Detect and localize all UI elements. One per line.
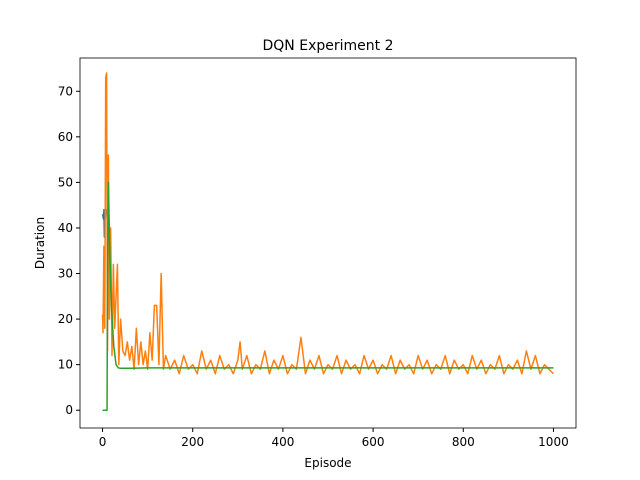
x-tick-label: 0 (99, 435, 107, 449)
y-tick-label: 70 (58, 84, 73, 98)
chart-title: DQN Experiment 2 (263, 38, 394, 54)
plot-frame (79, 57, 577, 429)
x-tick-label: 800 (452, 435, 475, 449)
y-tick-label: 40 (58, 221, 73, 235)
y-tick-label: 60 (58, 130, 73, 144)
y-tick-label: 50 (58, 175, 73, 189)
y-axis-label: Duration (33, 217, 47, 269)
y-tick-label: 0 (65, 403, 73, 417)
series-line (101, 72, 554, 375)
x-axis-label: Episode (304, 456, 351, 470)
x-tick-label: 400 (271, 435, 294, 449)
x-tick-label: 200 (181, 435, 204, 449)
x-tick-label: 600 (362, 435, 385, 449)
x-tick-label: 1000 (538, 435, 569, 449)
y-tick-label: 20 (58, 312, 73, 326)
y-tick-label: 30 (58, 267, 73, 281)
series-line (102, 181, 554, 411)
y-tick-label: 10 (58, 358, 73, 372)
